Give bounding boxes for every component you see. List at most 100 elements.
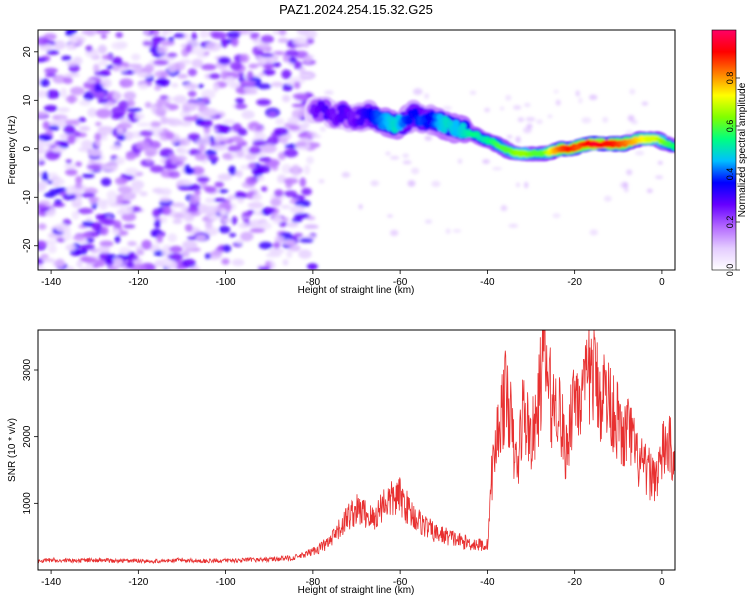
noise-blob	[213, 124, 229, 130]
noise-blob	[113, 220, 122, 229]
noise-blob	[184, 223, 193, 232]
noise-blob	[431, 180, 441, 188]
noise-blob	[81, 220, 95, 227]
noise-blob	[225, 76, 236, 85]
noise-blob	[75, 161, 82, 167]
noise-blob	[99, 202, 108, 210]
spectrogram-x-tick-label: 0	[659, 277, 665, 288]
noise-blob	[126, 107, 143, 113]
spectrogram-y-tick-label: -10	[22, 190, 33, 205]
spectrogram-x-tick-label: -20	[567, 277, 582, 288]
noise-blob	[109, 144, 122, 150]
noise-blob	[505, 94, 512, 101]
noise-blob	[249, 228, 266, 233]
noise-blob	[102, 199, 118, 204]
noise-blob	[145, 158, 152, 163]
noise-blob	[166, 52, 178, 58]
noise-blob	[235, 103, 248, 110]
noise-blob	[62, 193, 77, 201]
noise-blob	[247, 201, 264, 209]
noise-blob	[163, 163, 178, 170]
noise-blob	[51, 147, 66, 153]
noise-blob	[278, 30, 287, 36]
noise-blob	[299, 177, 307, 188]
noise-blob	[211, 249, 223, 256]
noise-blob	[57, 107, 70, 113]
noise-blob	[111, 106, 127, 116]
spectrogram-x-tick-label: -140	[41, 277, 61, 288]
noise-blob	[118, 66, 128, 72]
noise-blob	[370, 180, 380, 187]
noise-blob	[287, 116, 300, 125]
noise-blob	[65, 168, 78, 176]
colorbar-gradient	[711, 29, 737, 271]
spectrogram-x-tick-label: -120	[128, 277, 148, 288]
noise-blob	[38, 36, 49, 46]
ridge-mark	[440, 126, 448, 134]
noise-blob	[238, 222, 249, 229]
noise-blob	[52, 182, 60, 187]
noise-blob	[144, 101, 152, 109]
noise-blob	[243, 85, 258, 92]
noise-blob	[240, 53, 250, 63]
noise-blob	[196, 137, 211, 147]
noise-blob	[107, 101, 116, 106]
noise-blob	[165, 131, 175, 140]
noise-blob	[223, 119, 235, 125]
noise-blob	[202, 108, 218, 117]
noise-blob	[283, 148, 299, 158]
noise-blob	[402, 153, 410, 159]
noise-blob	[262, 63, 275, 70]
noise-blob	[136, 122, 152, 127]
noise-blob	[161, 206, 172, 216]
noise-blob	[410, 167, 420, 175]
noise-blob	[71, 210, 80, 220]
noise-blob	[257, 44, 272, 50]
noise-blob	[552, 213, 561, 219]
noise-blob	[66, 30, 78, 35]
noise-blob	[101, 54, 114, 60]
noise-blob	[289, 244, 301, 252]
noise-blob	[508, 223, 519, 228]
noise-blob	[138, 71, 153, 78]
noise-blob	[536, 119, 543, 124]
noise-blob	[79, 266, 95, 270]
noise-blob	[149, 165, 165, 173]
colorbar-ticks: 0.0 0.2 0.4 0.6 0.8	[725, 72, 740, 276]
spectrogram-y-tick-label: 0	[22, 146, 33, 152]
noise-blob	[358, 204, 363, 210]
noise-blob	[589, 94, 598, 101]
noise-blob	[221, 258, 230, 265]
noise-blob	[201, 205, 216, 215]
noise-blob	[118, 247, 132, 256]
noise-blob	[170, 202, 186, 208]
noise-blob	[161, 30, 168, 37]
noise-blob	[231, 258, 245, 267]
noise-blob	[281, 163, 292, 174]
noise-blob	[178, 185, 194, 191]
noise-blob	[154, 70, 170, 78]
noise-blob	[390, 156, 400, 160]
noise-blob	[292, 93, 308, 100]
noise-blob	[241, 110, 255, 120]
noise-blob	[273, 127, 289, 136]
noise-blob	[93, 63, 100, 74]
noise-blob	[185, 44, 193, 53]
noise-blob	[102, 164, 118, 171]
noise-blob	[288, 56, 297, 64]
snr-background	[38, 330, 675, 570]
noise-blob	[136, 249, 145, 256]
noise-blob	[526, 123, 533, 129]
noise-blob	[524, 181, 529, 189]
noise-blob	[221, 244, 232, 253]
noise-blob	[257, 266, 271, 270]
noise-blob	[127, 63, 143, 68]
snr-y-tick-label: 2000	[22, 425, 33, 448]
noise-blob	[185, 167, 195, 175]
ridge-mark	[671, 146, 675, 151]
noise-blob	[70, 86, 85, 96]
noise-blob	[299, 238, 314, 243]
noise-blob	[324, 90, 334, 95]
noise-blob	[98, 253, 108, 260]
